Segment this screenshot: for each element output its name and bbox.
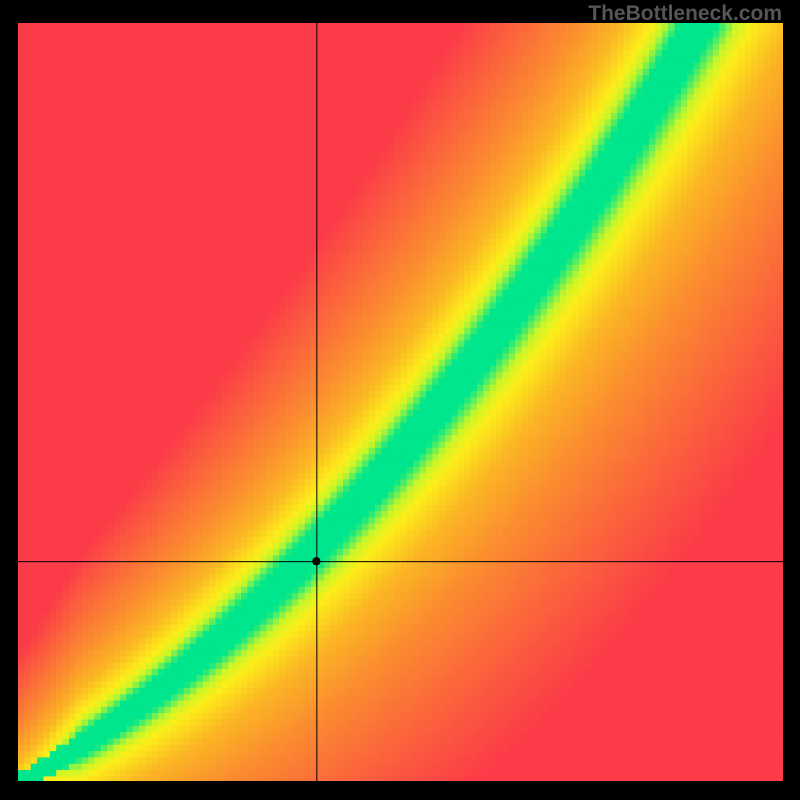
watermark-text: TheBottleneck.com xyxy=(588,2,782,26)
bottleneck-heatmap xyxy=(18,23,783,781)
heatmap-wrap xyxy=(18,23,783,781)
chart-container: TheBottleneck.com xyxy=(0,0,800,800)
